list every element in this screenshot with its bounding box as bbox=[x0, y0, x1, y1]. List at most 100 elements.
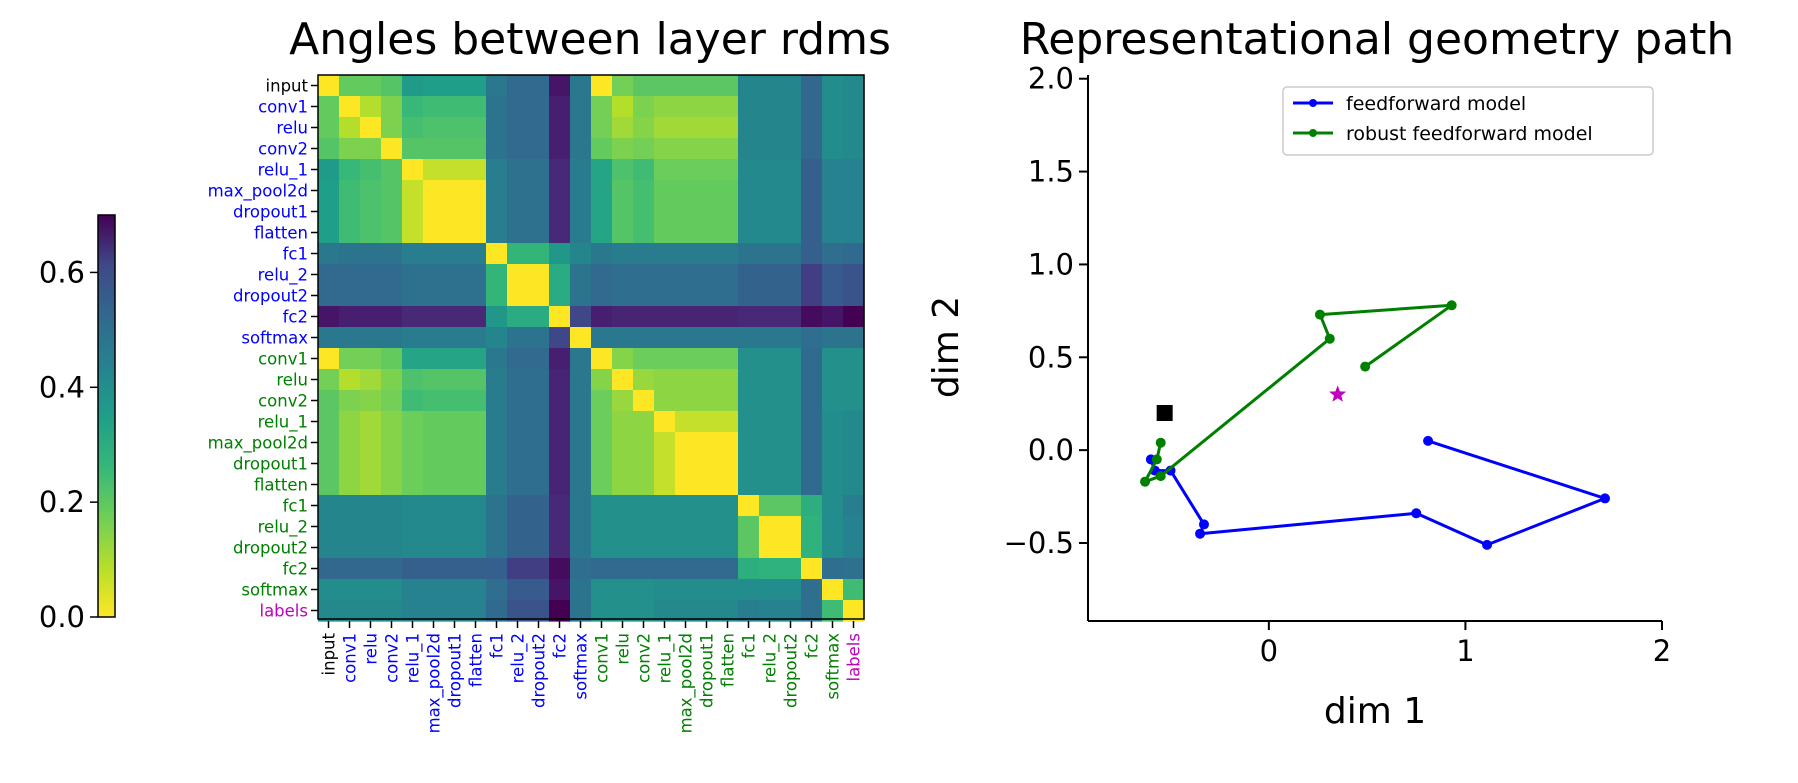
heatmap-cell bbox=[801, 432, 823, 454]
heatmap-cell bbox=[675, 75, 697, 97]
heatmap-cell bbox=[612, 390, 634, 412]
heatmap-cell bbox=[780, 159, 802, 181]
heatmap-cell bbox=[318, 558, 340, 580]
heatmap-cell bbox=[360, 432, 382, 454]
heatmap-cell bbox=[444, 600, 466, 622]
heatmap-column-label: conv2 bbox=[635, 633, 654, 683]
heatmap-column-label: fc1 bbox=[740, 633, 759, 658]
heatmap-cell bbox=[339, 369, 361, 391]
heatmap-column-label: dropout1 bbox=[446, 633, 465, 708]
heatmap-cell bbox=[696, 348, 718, 370]
heatmap-cell bbox=[738, 117, 760, 139]
heatmap-cell bbox=[696, 474, 718, 496]
heatmap-cell bbox=[402, 453, 424, 475]
heatmap-cell bbox=[549, 453, 571, 475]
heatmap-cell bbox=[738, 180, 760, 202]
heatmap-cell bbox=[465, 558, 487, 580]
heatmap-cell bbox=[759, 411, 781, 433]
heatmap-cell bbox=[843, 411, 865, 433]
heatmap-cell bbox=[381, 558, 403, 580]
heatmap-cell bbox=[633, 138, 655, 160]
heatmap-cell bbox=[843, 96, 865, 118]
heatmap-cell bbox=[465, 285, 487, 307]
heatmap-cell bbox=[612, 453, 634, 475]
heatmap-cell bbox=[717, 285, 739, 307]
heatmap-cell bbox=[633, 243, 655, 265]
heatmap-cell bbox=[759, 600, 781, 622]
heatmap-cell bbox=[738, 579, 760, 601]
heatmap-cell bbox=[738, 390, 760, 412]
heatmap-cell bbox=[549, 474, 571, 496]
series-point bbox=[1155, 471, 1166, 482]
heatmap-cell bbox=[717, 474, 739, 496]
heatmap-cell bbox=[717, 411, 739, 433]
colorbar-tick-label: 0.0 bbox=[39, 600, 85, 634]
heatmap-cell bbox=[738, 327, 760, 349]
heatmap-cell bbox=[486, 411, 508, 433]
heatmap-cell bbox=[780, 537, 802, 559]
heatmap-cell bbox=[612, 138, 634, 160]
heatmap-cell bbox=[507, 201, 529, 223]
heatmap-row-label: flatten bbox=[254, 476, 308, 495]
heatmap-cell bbox=[738, 453, 760, 475]
heatmap-cell bbox=[465, 327, 487, 349]
heatmap-cell bbox=[423, 264, 445, 286]
heatmap-cell bbox=[822, 159, 844, 181]
heatmap-cell bbox=[717, 201, 739, 223]
heatmap-cell bbox=[759, 285, 781, 307]
heatmap-cell bbox=[591, 285, 613, 307]
heatmap-cell bbox=[633, 474, 655, 496]
heatmap-cell bbox=[465, 579, 487, 601]
heatmap-cell bbox=[738, 201, 760, 223]
heatmap-cell bbox=[570, 117, 592, 139]
heatmap-cell bbox=[780, 558, 802, 580]
heatmap-row-label: input bbox=[266, 77, 309, 96]
heatmap-cell bbox=[633, 411, 655, 433]
heatmap-cell bbox=[759, 243, 781, 265]
heatmap-cell bbox=[822, 579, 844, 601]
heatmap-cell bbox=[507, 180, 529, 202]
heatmap-cell bbox=[486, 516, 508, 538]
heatmap-row-label: relu bbox=[276, 371, 308, 390]
heatmap-cell bbox=[822, 75, 844, 97]
heatmap-cell bbox=[318, 453, 340, 475]
series-point bbox=[1324, 333, 1335, 344]
heatmap-column-label: relu_1 bbox=[404, 633, 424, 683]
series-point bbox=[1446, 300, 1457, 311]
heatmap-cell bbox=[570, 327, 592, 349]
heatmap-cell bbox=[675, 264, 697, 286]
heatmap-cell bbox=[780, 432, 802, 454]
heatmap-cell bbox=[339, 243, 361, 265]
heatmap-cell bbox=[339, 537, 361, 559]
heatmap-row-labels: inputconv1reluconv2relu_1max_pool2ddropo… bbox=[208, 77, 318, 621]
heatmap-cell bbox=[696, 579, 718, 601]
heatmap-cell bbox=[465, 96, 487, 118]
heatmap-cell bbox=[423, 222, 445, 244]
heatmap-cell bbox=[570, 180, 592, 202]
heatmap-cell bbox=[360, 558, 382, 580]
heatmap-cell bbox=[591, 390, 613, 412]
heatmap-row-label: fc2 bbox=[283, 560, 308, 579]
heatmap-cell bbox=[654, 75, 676, 97]
heatmap-cell bbox=[759, 369, 781, 391]
heatmap-cell bbox=[612, 159, 634, 181]
heatmap-cell bbox=[549, 285, 571, 307]
heatmap-cell bbox=[360, 180, 382, 202]
heatmap-cell bbox=[318, 495, 340, 517]
heatmap-cell bbox=[675, 96, 697, 118]
heatmap-cell bbox=[507, 243, 529, 265]
heatmap-cell bbox=[402, 390, 424, 412]
heatmap-cell bbox=[381, 264, 403, 286]
heatmap-cell bbox=[318, 600, 340, 622]
heatmap-cell bbox=[822, 390, 844, 412]
heatmap-cell bbox=[801, 369, 823, 391]
heatmap-cell bbox=[549, 306, 571, 328]
heatmap-cell bbox=[780, 222, 802, 244]
heatmap-cell bbox=[507, 411, 529, 433]
heatmap-cell bbox=[381, 579, 403, 601]
heatmap-cell bbox=[528, 516, 550, 538]
heatmap-cell bbox=[696, 600, 718, 622]
heatmap-row-label: relu_1 bbox=[258, 413, 308, 433]
heatmap-row-label: dropout1 bbox=[233, 455, 308, 474]
heatmap-cell bbox=[717, 558, 739, 580]
